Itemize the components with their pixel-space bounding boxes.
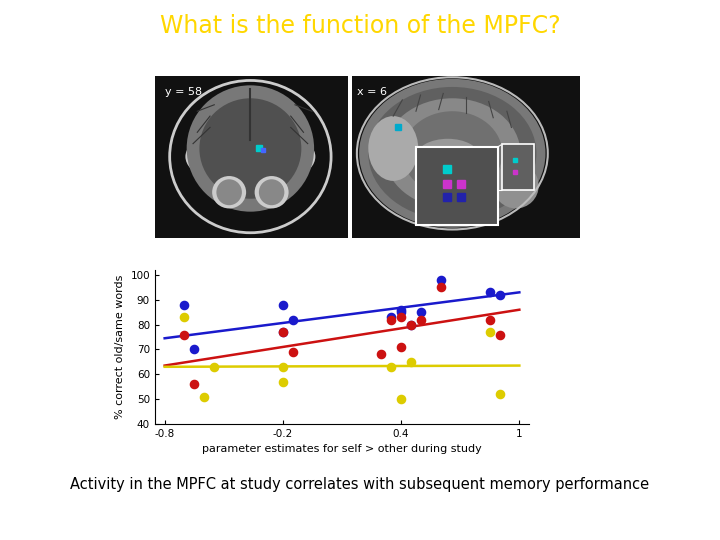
- Point: [179, 313, 190, 321]
- Point: [435, 275, 446, 284]
- Point: [385, 313, 397, 321]
- Text: What is the function of the MPFC?: What is the function of the MPFC?: [160, 14, 560, 38]
- Ellipse shape: [218, 141, 283, 172]
- FancyBboxPatch shape: [502, 144, 534, 190]
- Point: [376, 350, 387, 359]
- Ellipse shape: [211, 138, 290, 176]
- Ellipse shape: [368, 116, 418, 181]
- Text: NeuroImage: NeuroImage: [547, 520, 698, 533]
- Point: [484, 328, 495, 336]
- Text: Activity in the MPFC at study correlates with subsequent memory performance: Activity in the MPFC at study correlates…: [71, 477, 649, 492]
- Point: [179, 300, 190, 309]
- Point: [395, 306, 407, 314]
- Point: [484, 288, 495, 296]
- Ellipse shape: [199, 98, 302, 199]
- Point: [277, 328, 289, 336]
- Ellipse shape: [193, 130, 308, 184]
- Point: [435, 283, 446, 292]
- Point: [494, 291, 505, 299]
- Point: [277, 328, 289, 336]
- Point: [415, 315, 426, 324]
- Point: [395, 313, 407, 321]
- Point: [287, 315, 299, 324]
- Point: [198, 392, 210, 401]
- Ellipse shape: [255, 176, 289, 208]
- Point: [494, 330, 505, 339]
- FancyBboxPatch shape: [416, 147, 498, 225]
- Point: [494, 390, 505, 399]
- X-axis label: parameter estimates for self > other during study: parameter estimates for self > other dur…: [202, 444, 482, 454]
- Point: [405, 320, 417, 329]
- Point: [484, 315, 495, 324]
- Ellipse shape: [384, 98, 521, 208]
- Ellipse shape: [493, 163, 539, 208]
- Point: [277, 300, 289, 309]
- Ellipse shape: [217, 179, 242, 205]
- Point: [415, 308, 426, 316]
- Text: y = 58: y = 58: [166, 87, 202, 97]
- Point: [405, 357, 417, 366]
- FancyBboxPatch shape: [352, 76, 580, 238]
- Ellipse shape: [185, 126, 315, 187]
- Text: x = 6: x = 6: [356, 87, 387, 97]
- Ellipse shape: [212, 176, 246, 208]
- Point: [277, 377, 289, 386]
- Point: [179, 330, 190, 339]
- Point: [405, 320, 417, 329]
- Ellipse shape: [186, 85, 314, 212]
- Ellipse shape: [359, 79, 546, 228]
- Ellipse shape: [368, 87, 536, 220]
- Text: Benoit et al. (2010): Benoit et al. (2010): [580, 520, 698, 533]
- Point: [385, 315, 397, 324]
- Point: [189, 345, 200, 354]
- Point: [287, 348, 299, 356]
- Ellipse shape: [416, 139, 480, 174]
- Point: [395, 342, 407, 351]
- Ellipse shape: [225, 145, 276, 168]
- Point: [189, 380, 200, 388]
- Ellipse shape: [200, 133, 301, 180]
- Point: [208, 362, 220, 371]
- Y-axis label: % correct old/same words: % correct old/same words: [114, 275, 125, 419]
- Point: [277, 362, 289, 371]
- Point: [395, 395, 407, 403]
- Ellipse shape: [402, 111, 503, 195]
- Point: [385, 362, 397, 371]
- Point: [395, 308, 407, 316]
- FancyBboxPatch shape: [155, 76, 348, 238]
- Ellipse shape: [259, 179, 284, 205]
